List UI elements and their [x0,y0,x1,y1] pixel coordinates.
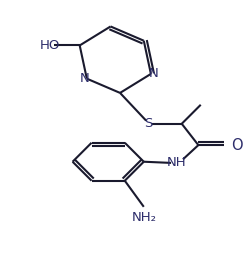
Text: S: S [144,117,153,130]
Text: O: O [231,137,243,153]
Text: N: N [148,67,158,80]
Text: NH₂: NH₂ [131,211,156,224]
Text: NH: NH [167,157,187,169]
Text: HO: HO [39,39,60,52]
Text: N: N [79,72,89,85]
